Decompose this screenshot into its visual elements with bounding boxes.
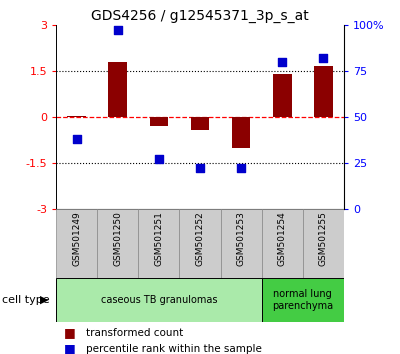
Text: GSM501254: GSM501254	[278, 212, 287, 266]
Bar	[108, 62, 127, 117]
Text: GSM501250: GSM501250	[113, 212, 122, 267]
Text: GDS4256 / g12545371_3p_s_at: GDS4256 / g12545371_3p_s_at	[91, 9, 309, 23]
Bar	[232, 117, 250, 148]
Bar	[303, 209, 344, 278]
Point	[156, 156, 162, 162]
Point	[238, 166, 244, 171]
Bar	[262, 209, 303, 278]
Bar	[273, 74, 292, 117]
Text: GSM501253: GSM501253	[237, 212, 246, 267]
Point	[279, 59, 286, 64]
Bar	[220, 209, 262, 278]
Text: normal lung
parenchyma: normal lung parenchyma	[272, 289, 334, 311]
Text: GSM501252: GSM501252	[196, 212, 204, 266]
Bar	[180, 209, 220, 278]
Bar	[56, 278, 262, 322]
Bar	[138, 209, 180, 278]
Point	[320, 55, 327, 61]
Bar	[191, 117, 209, 130]
Point	[114, 28, 121, 33]
Point	[73, 136, 80, 142]
Bar	[150, 117, 168, 126]
Bar	[314, 66, 333, 117]
Bar	[97, 209, 138, 278]
Bar	[262, 278, 344, 322]
Text: GSM501251: GSM501251	[154, 212, 163, 267]
Text: ▶: ▶	[40, 295, 48, 305]
Bar	[56, 209, 97, 278]
Text: caseous TB granulomas: caseous TB granulomas	[101, 295, 217, 305]
Text: cell type: cell type	[2, 295, 50, 305]
Text: transformed count: transformed count	[86, 328, 183, 338]
Text: GSM501255: GSM501255	[319, 212, 328, 267]
Bar	[67, 116, 86, 117]
Point	[197, 166, 203, 171]
Text: GSM501249: GSM501249	[72, 212, 81, 266]
Text: percentile rank within the sample: percentile rank within the sample	[86, 344, 262, 354]
Text: ■: ■	[64, 326, 76, 339]
Text: ■: ■	[64, 342, 76, 354]
